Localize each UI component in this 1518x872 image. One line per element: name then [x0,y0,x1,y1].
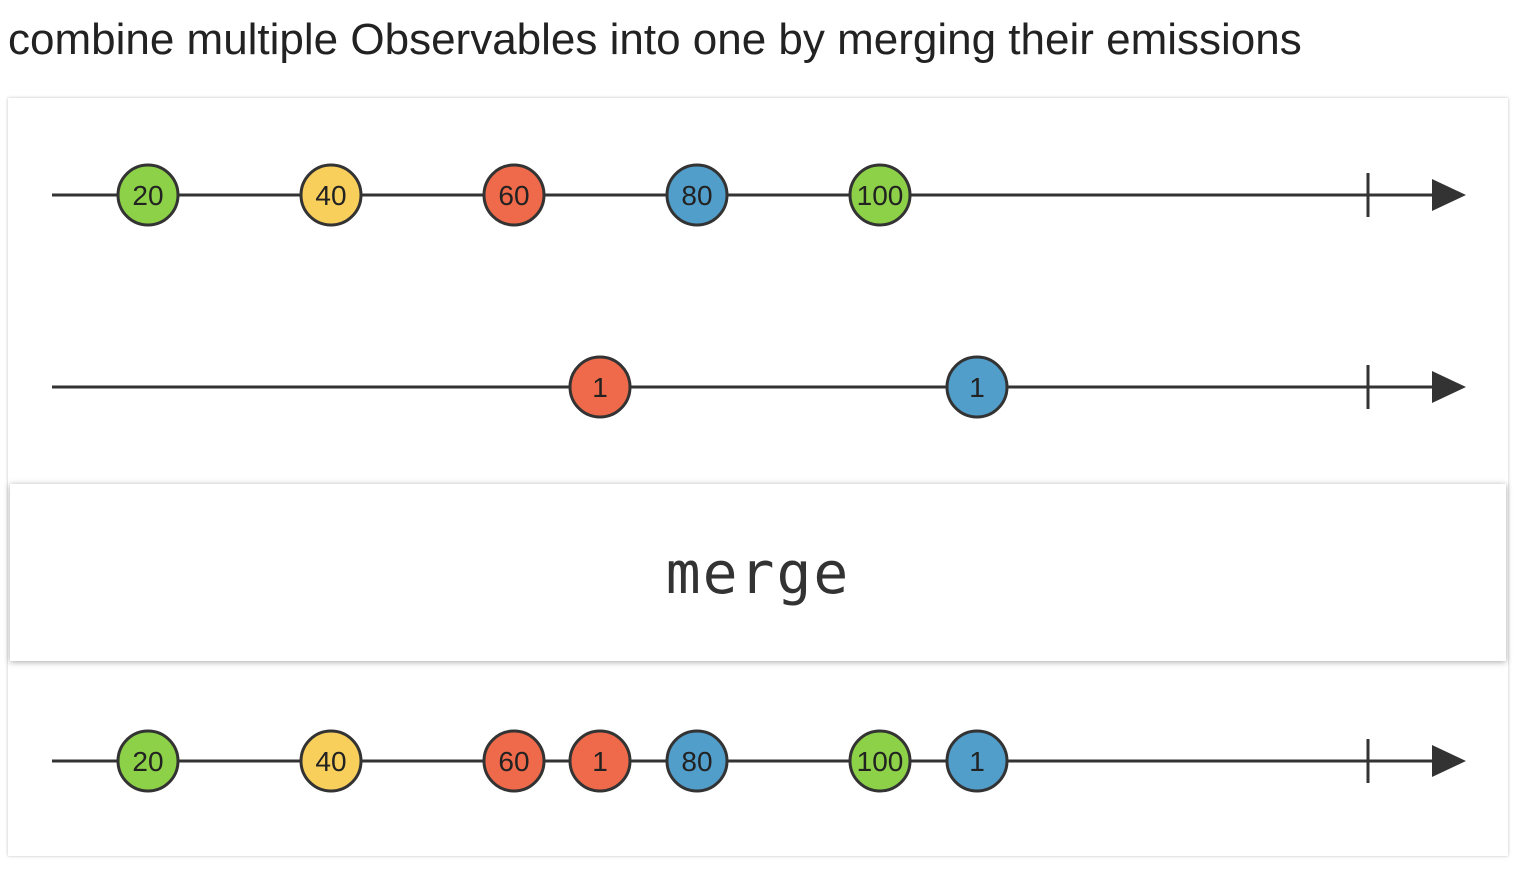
marble-circle [116,729,180,793]
marble-circle [568,729,632,793]
marble-label: 1 [969,746,985,777]
timeline-output: 20 40 60 1 80 100 1 [52,729,1466,793]
marble: 80 [665,729,729,793]
marble-circle [848,729,912,793]
marble-circle [568,355,632,419]
operator-label: merge [665,538,851,607]
page-title: combine multiple Observables into one by… [8,15,1302,64]
marble-label: 60 [498,746,529,777]
marble-circle [848,163,912,227]
marble-label: 20 [132,180,163,211]
marble: 1 [568,355,632,419]
marble: 40 [299,163,363,227]
marble-diagram-card [8,98,1508,856]
marble-label: 40 [315,746,346,777]
marble: 80 [665,163,729,227]
marble: 40 [299,729,363,793]
marble-label: 80 [681,180,712,211]
marble-circle [945,729,1009,793]
marble-label: 60 [498,180,529,211]
marble-label: 1 [592,746,608,777]
marble: 1 [945,729,1009,793]
marble-circle [482,163,546,227]
marble-label: 100 [857,180,904,211]
marble-label: 1 [969,372,985,403]
marble-circle [945,355,1009,419]
marble-label: 100 [857,746,904,777]
marble-label: 20 [132,746,163,777]
marble: 1 [945,355,1009,419]
operator-box: merge [10,484,1506,661]
marble-circle [299,729,363,793]
marble: 60 [482,729,546,793]
marble: 60 [482,163,546,227]
marble-label: 80 [681,746,712,777]
marble-label: 40 [315,180,346,211]
marble: 100 [848,729,912,793]
marble: 20 [116,729,180,793]
arrow-head-icon [1432,745,1466,777]
marble-circle [482,729,546,793]
marble: 100 [848,163,912,227]
arrow-head-icon [1432,179,1466,211]
marble-circle [665,163,729,227]
timeline-input-1: 20 40 60 80 100 [52,163,1466,227]
marble: 20 [116,163,180,227]
marble-circle [116,163,180,227]
marble-circle [665,729,729,793]
marble: 1 [568,729,632,793]
marble-circle [299,163,363,227]
marble-label: 1 [592,372,608,403]
arrow-head-icon [1432,371,1466,403]
